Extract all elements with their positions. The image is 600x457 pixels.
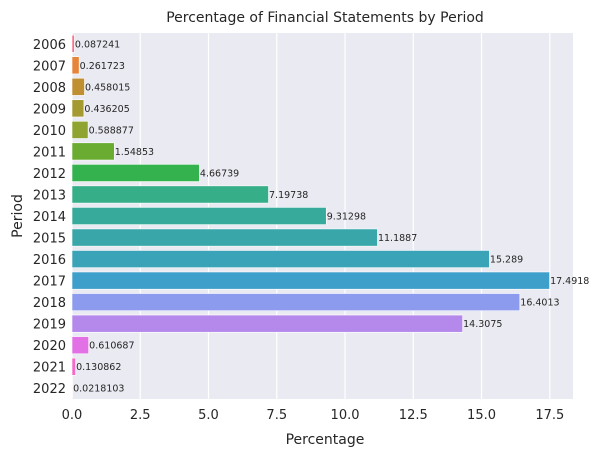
data-label-2007: 0.261723 xyxy=(80,61,125,72)
data-label-2019: 14.3075 xyxy=(463,319,502,330)
bar-2022 xyxy=(71,379,73,398)
bar-2017 xyxy=(71,271,550,290)
bar-2014 xyxy=(71,207,327,225)
data-label-2006: 0.087241 xyxy=(75,39,120,50)
bar-2010 xyxy=(71,120,89,139)
bar-2018 xyxy=(71,293,521,312)
y-tick-label-2017: 2017 xyxy=(33,275,66,290)
data-label-2009: 0.436205 xyxy=(84,104,129,115)
y-tick-labels: 2006 2007 2008 2009 2010 2011 2012 2013 2014 2015… xyxy=(33,38,66,397)
y-tick-label-2018: 2018 xyxy=(33,296,66,311)
data-label-2012: 4.66739 xyxy=(200,168,239,179)
bar-2021 xyxy=(71,357,76,376)
y-tick-label-2006: 2006 xyxy=(33,38,66,53)
y-tick-label-2021: 2021 xyxy=(33,361,66,376)
y-tick-label-2009: 2009 xyxy=(33,102,66,117)
bar-2015 xyxy=(71,228,378,247)
chart-title: Percentage of Financial Statements by Pe… xyxy=(166,10,484,26)
data-label-2014: 9.31298 xyxy=(327,212,366,223)
bar-2013 xyxy=(71,185,269,204)
x-tick-label: 17.5 xyxy=(535,408,564,423)
x-tick-label: 7.5 xyxy=(266,408,287,423)
x-tick-label: 12.5 xyxy=(399,408,428,423)
y-tick-label-2007: 2007 xyxy=(33,59,66,74)
data-label-2016: 15.289 xyxy=(490,255,523,266)
bar-2009 xyxy=(71,99,85,118)
y-tick-label-2011: 2011 xyxy=(33,145,66,160)
y-tick-label-2019: 2019 xyxy=(33,318,66,333)
data-labels: 0.087241 0.261723 0.458015 0.436205 0.588877… xyxy=(73,39,589,394)
x-tick-label: 15.0 xyxy=(467,408,496,423)
y-tick-label-2012: 2012 xyxy=(33,167,66,182)
y-tick-label-2008: 2008 xyxy=(33,81,66,96)
y-tick-label-2010: 2010 xyxy=(33,124,66,139)
data-label-2008: 0.458015 xyxy=(85,82,130,93)
bar-2012 xyxy=(71,164,200,182)
data-label-2022: 0.0218103 xyxy=(73,384,124,395)
y-tick-label-2014: 2014 xyxy=(33,210,66,225)
bar-2016 xyxy=(71,250,490,268)
bar-2019 xyxy=(71,314,463,333)
data-label-2020: 0.610687 xyxy=(89,341,134,352)
bar-2020 xyxy=(71,336,89,355)
y-tick-label-2022: 2022 xyxy=(33,382,66,397)
data-label-2010: 0.588877 xyxy=(89,125,134,136)
data-label-2011: 1.54853 xyxy=(115,147,154,158)
data-label-2015: 11.1887 xyxy=(378,233,417,244)
y-tick-label-2020: 2020 xyxy=(33,339,66,354)
bar-2006 xyxy=(71,34,75,53)
x-tick-label: 5.0 xyxy=(198,408,219,423)
data-label-2013: 7.19738 xyxy=(269,190,308,201)
x-tick-labels: 0.0 2.5 5.0 7.5 10.0 12.5 15.0 17.5 xyxy=(62,408,565,423)
bar-2011 xyxy=(71,142,115,161)
x-tick-label: 0.0 xyxy=(62,408,83,423)
bar-2008 xyxy=(71,77,85,96)
x-tick-label: 2.5 xyxy=(130,408,151,423)
x-tick-label: 10.0 xyxy=(331,408,360,423)
bars xyxy=(71,34,550,398)
y-tick-label-2015: 2015 xyxy=(33,232,66,247)
y-tick-label-2013: 2013 xyxy=(33,188,66,203)
y-tick-label-2016: 2016 xyxy=(33,253,66,268)
data-label-2018: 16.4013 xyxy=(520,298,559,309)
x-axis-title: Percentage xyxy=(286,432,365,448)
data-label-2017: 17.4918 xyxy=(550,276,589,287)
bar-2007 xyxy=(71,56,80,75)
y-axis-title: Period xyxy=(10,194,26,238)
data-label-2021: 0.130862 xyxy=(76,362,121,373)
